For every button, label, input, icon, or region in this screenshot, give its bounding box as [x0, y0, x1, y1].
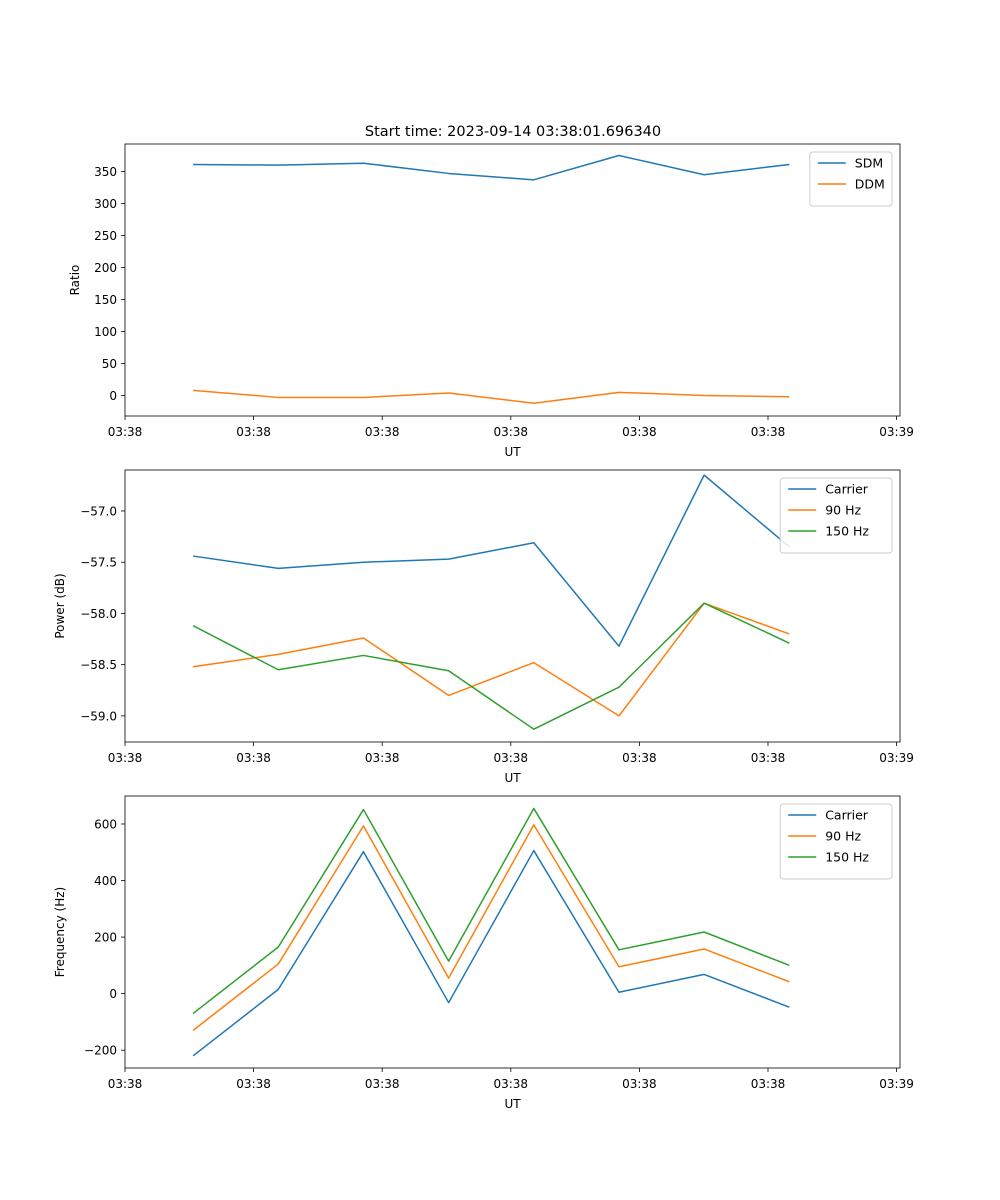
- x-tick-label: 03:38: [365, 1077, 400, 1091]
- x-axis-label: UT: [504, 1097, 521, 1111]
- legend-label: 90 Hz: [825, 503, 861, 518]
- x-tick-label: 03:39: [879, 751, 914, 765]
- legend-label: Carrier: [825, 808, 869, 823]
- chart-panel-2: 03:38 03:38 03:38 03:38 03:38 03:38 03:39 −59.0…: [53, 469, 914, 785]
- x-tick-label: 03:39: [879, 425, 914, 439]
- series-line-90-hz: [193, 602, 790, 717]
- legend: Carrier 90 Hz 150 Hz: [779, 477, 893, 554]
- x-tick-label: 03:38: [751, 751, 786, 765]
- y-tick-label: 200: [94, 261, 117, 275]
- y-tick-label: 200: [94, 931, 117, 945]
- legend: SDM DDM: [809, 151, 893, 207]
- y-tick-label: −57.5: [80, 556, 117, 570]
- plot-frame: [124, 795, 901, 1069]
- series-line-sdm: [193, 154, 790, 181]
- y-tick-label: −59.0: [80, 709, 117, 723]
- y-tick-label: −58.0: [80, 607, 117, 621]
- legend-box: [779, 803, 893, 880]
- x-tick-label: 03:38: [622, 1077, 657, 1091]
- x-tick-label: 03:38: [236, 1077, 271, 1091]
- x-tick-label: 03:38: [236, 425, 271, 439]
- x-tick-label: 03:38: [751, 425, 786, 439]
- y-tick-label: 350: [94, 165, 117, 179]
- legend-label: 90 Hz: [825, 829, 861, 844]
- x-tick-label: 03:38: [493, 425, 528, 439]
- x-tick-label: 03:38: [108, 1077, 143, 1091]
- y-tick-label: 100: [94, 325, 117, 339]
- y-tick-label: −200: [84, 1044, 117, 1058]
- legend-label: SDM: [855, 156, 883, 171]
- x-tick-label: 03:38: [108, 425, 143, 439]
- y-tick-label: 300: [94, 197, 117, 211]
- legend-label: 150 Hz: [825, 850, 869, 865]
- x-tick-label: 03:39: [879, 1077, 914, 1091]
- x-axis-label: UT: [504, 771, 521, 785]
- y-axis-label: Frequency (Hz): [53, 887, 67, 978]
- chart-panel-1: 03:38 03:38 03:38 03:38 03:38 03:38 03:39 0 50 10…: [68, 143, 914, 459]
- x-tick-label: 03:38: [365, 425, 400, 439]
- figure-title: Start time: 2023-09-14 03:38:01.696340: [365, 124, 661, 140]
- series-line-150-hz: [192, 602, 790, 730]
- legend-label: Carrier: [825, 482, 869, 497]
- x-tick-label: 03:38: [493, 1077, 528, 1091]
- legend-label: 150 Hz: [825, 524, 869, 539]
- y-tick-label: −57.0: [80, 504, 117, 518]
- legend-box: [779, 477, 893, 554]
- x-tick-label: 03:38: [108, 751, 143, 765]
- y-tick-label: 400: [94, 874, 117, 888]
- y-tick-label: 150: [94, 293, 117, 307]
- y-axis-label: Ratio: [68, 265, 82, 296]
- y-axis-label: Power (dB): [53, 573, 67, 638]
- x-tick-label: 03:38: [236, 751, 271, 765]
- legend-label: DDM: [855, 177, 885, 192]
- chart-panel-3: 03:38 03:38 03:38 03:38 03:38 03:38 03:39 −200 0…: [53, 795, 914, 1111]
- legend: Carrier 90 Hz 150 Hz: [779, 803, 893, 880]
- y-tick-label: 250: [94, 229, 117, 243]
- series-line-carrier: [192, 849, 790, 1057]
- x-tick-label: 03:38: [493, 751, 528, 765]
- y-tick-label: 0: [109, 987, 117, 1001]
- series-line-90-hz: [192, 824, 790, 1031]
- x-tick-label: 03:38: [622, 425, 657, 439]
- series-line-ddm: [193, 389, 790, 404]
- x-tick-label: 03:38: [622, 751, 657, 765]
- y-tick-label: 0: [109, 389, 117, 403]
- x-tick-label: 03:38: [365, 751, 400, 765]
- y-tick-label: −58.5: [80, 658, 117, 672]
- y-tick-label: 600: [94, 817, 117, 831]
- plot-frame: [124, 143, 901, 417]
- charts-container: 03:38 03:38 03:38 03:38 03:38 03:38 03:39 0 50 10…: [53, 143, 914, 1111]
- y-tick-label: 50: [102, 357, 117, 371]
- legend-box: [809, 151, 893, 207]
- plot-frame: [124, 469, 901, 743]
- series-line-150-hz: [192, 807, 790, 1015]
- x-axis-label: UT: [504, 445, 521, 459]
- series-line-carrier: [193, 474, 790, 647]
- x-tick-label: 03:38: [751, 1077, 786, 1091]
